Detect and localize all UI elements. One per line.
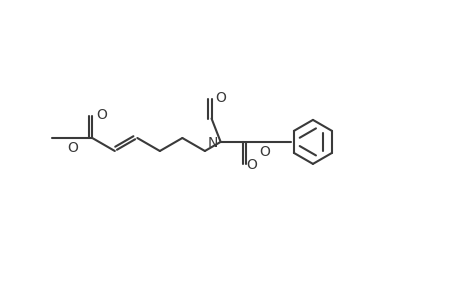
Text: O: O <box>67 141 78 155</box>
Text: O: O <box>95 108 106 122</box>
Text: O: O <box>259 145 270 159</box>
Text: O: O <box>246 158 257 172</box>
Text: O: O <box>215 91 225 105</box>
Text: N: N <box>207 136 218 150</box>
